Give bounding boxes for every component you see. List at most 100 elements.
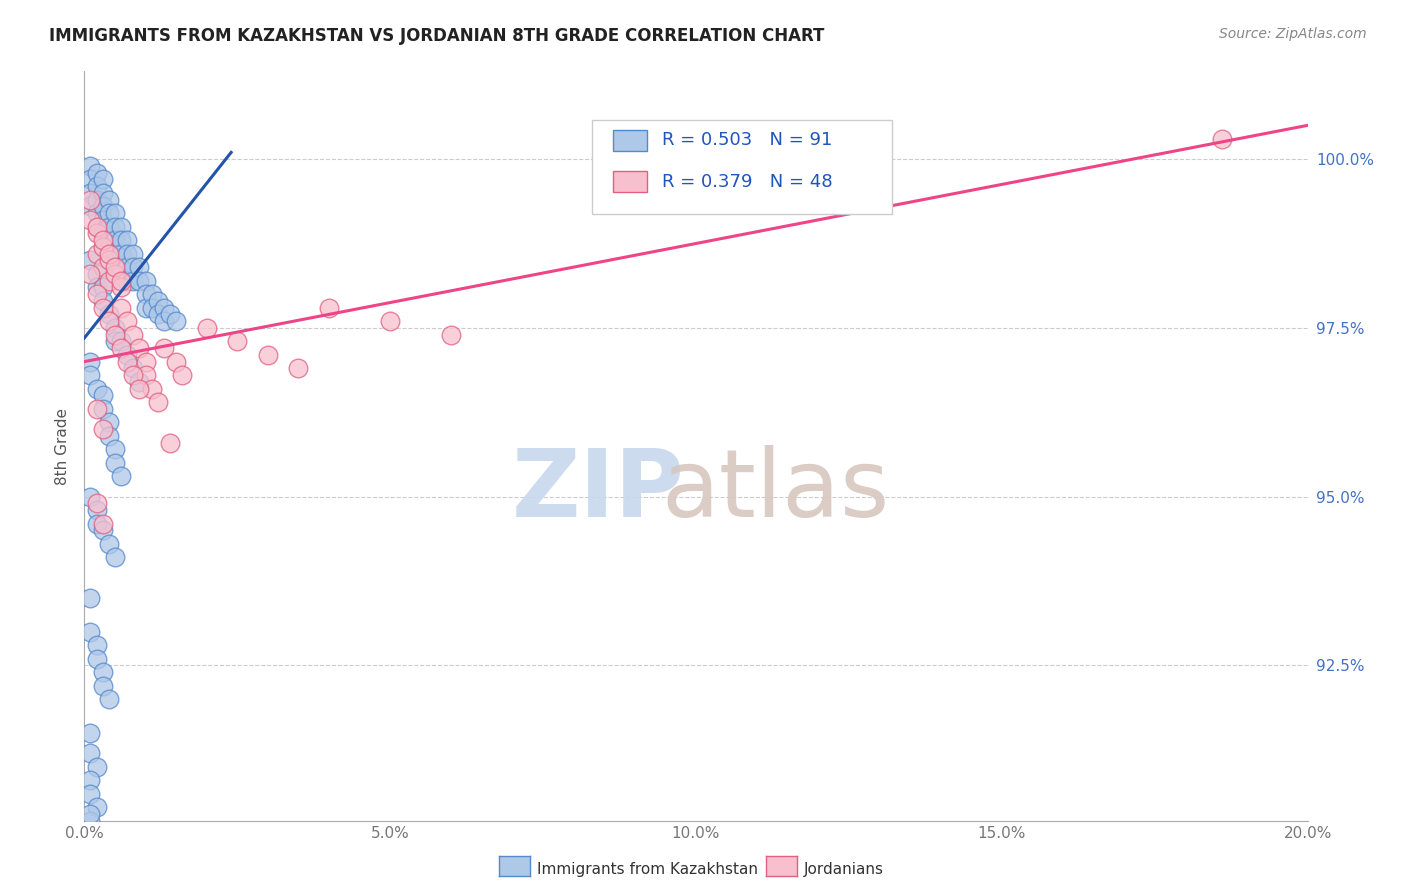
Point [115, 246, 138, 260]
Point [135, 287, 157, 301]
Point [86, 382, 108, 396]
Point [97, 429, 120, 443]
Point [110, 341, 132, 355]
Point [135, 274, 157, 288]
Point [86, 638, 108, 652]
Point [97, 692, 120, 706]
Point [141, 382, 163, 396]
Point [97, 246, 120, 260]
Point [86, 179, 108, 194]
Point [97, 233, 120, 247]
Point [97, 537, 120, 551]
Point [79, 814, 101, 828]
Point [146, 293, 169, 308]
Point [135, 354, 157, 368]
Point [86, 193, 108, 207]
Point [110, 334, 132, 349]
Point [165, 314, 187, 328]
Point [195, 321, 218, 335]
Point [153, 341, 176, 355]
Point [91, 401, 114, 416]
Y-axis label: 8th Grade: 8th Grade [55, 408, 70, 484]
Point [86, 651, 108, 665]
Point [86, 800, 108, 814]
Point [104, 321, 127, 335]
Point [104, 260, 127, 274]
Point [104, 246, 127, 260]
FancyBboxPatch shape [613, 130, 647, 151]
Point [110, 233, 132, 247]
Point [257, 348, 280, 362]
Point [110, 469, 132, 483]
Point [153, 314, 176, 328]
Point [104, 219, 127, 234]
Point [440, 327, 463, 342]
Point [380, 314, 402, 328]
Point [97, 219, 120, 234]
Point [86, 227, 108, 241]
Point [91, 293, 114, 308]
Point [115, 233, 138, 247]
Point [79, 212, 101, 227]
Point [79, 368, 101, 383]
Point [79, 354, 101, 368]
Point [104, 334, 127, 349]
Point [104, 233, 127, 247]
Point [153, 301, 176, 315]
Point [318, 301, 340, 315]
Point [86, 280, 108, 294]
Point [86, 496, 108, 510]
Point [86, 166, 108, 180]
Text: atlas: atlas [661, 445, 890, 537]
Point [128, 260, 150, 274]
Point [1211, 132, 1233, 146]
Point [91, 199, 114, 213]
Point [122, 361, 145, 376]
Point [86, 503, 108, 517]
Point [172, 368, 194, 383]
Point [86, 206, 108, 220]
Point [115, 260, 138, 274]
Text: R = 0.503   N = 91: R = 0.503 N = 91 [662, 131, 832, 149]
Point [122, 260, 145, 274]
Point [110, 301, 132, 315]
Point [110, 219, 132, 234]
Point [91, 280, 114, 294]
Point [110, 274, 132, 288]
Point [141, 287, 163, 301]
Point [79, 186, 101, 200]
Point [104, 327, 127, 342]
Point [79, 806, 101, 821]
Point [115, 274, 138, 288]
Point [141, 301, 163, 315]
Point [110, 280, 132, 294]
Text: Jordanians: Jordanians [804, 863, 884, 877]
Point [79, 253, 101, 268]
Point [79, 172, 101, 186]
Point [79, 624, 101, 639]
Point [79, 490, 101, 504]
Point [79, 787, 101, 801]
Point [128, 341, 150, 355]
Point [128, 382, 150, 396]
Point [97, 246, 120, 260]
Point [104, 206, 127, 220]
Point [86, 516, 108, 531]
Point [104, 267, 127, 281]
Text: R = 0.379   N = 48: R = 0.379 N = 48 [662, 172, 832, 191]
Point [91, 388, 114, 402]
Point [79, 267, 101, 281]
Text: Source: ZipAtlas.com: Source: ZipAtlas.com [1219, 27, 1367, 41]
Point [115, 314, 138, 328]
Text: Immigrants from Kazakhstan: Immigrants from Kazakhstan [537, 863, 758, 877]
Point [91, 524, 114, 538]
Text: IMMIGRANTS FROM KAZAKHSTAN VS JORDANIAN 8TH GRADE CORRELATION CHART: IMMIGRANTS FROM KAZAKHSTAN VS JORDANIAN … [49, 27, 824, 45]
Point [91, 679, 114, 693]
Point [86, 267, 108, 281]
Point [135, 368, 157, 383]
Point [159, 435, 181, 450]
Point [79, 726, 101, 740]
Point [110, 246, 132, 260]
Point [97, 253, 120, 268]
Point [79, 591, 101, 605]
